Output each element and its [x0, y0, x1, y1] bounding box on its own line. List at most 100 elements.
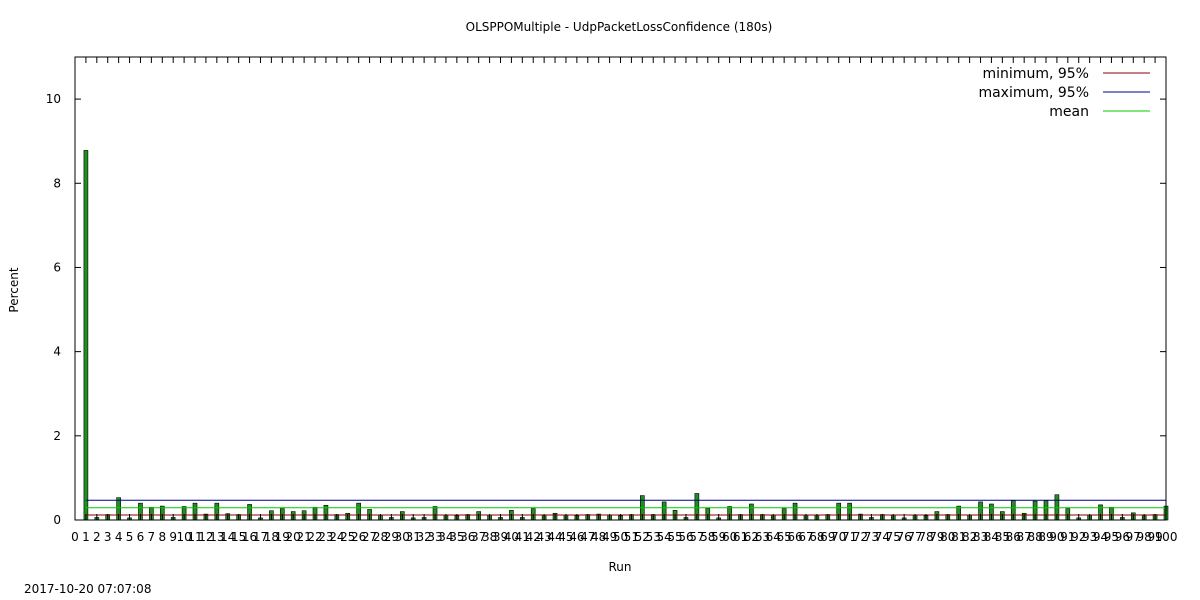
x-tick-label: 3 [104, 530, 112, 544]
x-tick-label: 70 [831, 530, 846, 544]
x-tick-label: 8 [158, 530, 166, 544]
x-tick-label: 95 [1104, 530, 1119, 544]
y-tick-label: 2 [53, 429, 61, 443]
x-tick-label: 82 [962, 530, 977, 544]
x-tick-label: 68 [809, 530, 824, 544]
x-tick-label: 99 [1147, 530, 1162, 544]
x-tick-label: 34 [438, 530, 453, 544]
x-tick-label: 52 [635, 530, 650, 544]
legend-label-1: minimum, 95% [983, 66, 1089, 82]
x-tick-label: 88 [1027, 530, 1042, 544]
y-axis-label: Percent [7, 267, 21, 312]
x-tick-label: 74 [875, 530, 890, 544]
x-tick-label: 94 [1093, 530, 1108, 544]
x-tick-label: 67 [798, 530, 813, 544]
x-tick-label: 41 [515, 530, 530, 544]
x-tick-label: 90 [1049, 530, 1064, 544]
x-tick-label: 100 [1155, 530, 1178, 544]
x-tick-label: 72 [853, 530, 868, 544]
x-tick-label: 76 [897, 530, 912, 544]
x-tick-label: 44 [547, 530, 562, 544]
x-tick-label: 46 [569, 530, 584, 544]
bars-layer [83, 150, 1169, 521]
x-tick-label: 80 [940, 530, 955, 544]
x-tick-label: 21 [296, 530, 311, 544]
x-tick-label: 20 [286, 530, 301, 544]
x-tick-label: 36 [460, 530, 475, 544]
x-tick-label: 25 [340, 530, 355, 544]
y-tick-label: 8 [53, 176, 61, 190]
x-tick-label: 49 [602, 530, 617, 544]
x-tick-label: 92 [1071, 530, 1086, 544]
x-tick-label: 32 [416, 530, 431, 544]
x-tick-label: 1 [82, 530, 90, 544]
reference-lines-layer [85, 499, 1166, 516]
x-tick-label: 10 [176, 530, 191, 544]
x-tick-label: 75 [886, 530, 901, 544]
x-tick-label: 63 [755, 530, 770, 544]
x-tick-label: 30 [395, 530, 410, 544]
x-tick-label: 9 [169, 530, 177, 544]
x-tick-label: 19 [275, 530, 290, 544]
x-tick-label: 65 [777, 530, 792, 544]
x-tick-label: 98 [1137, 530, 1152, 544]
x-tick-label: 4 [115, 530, 123, 544]
x-axis-label: Run [608, 560, 631, 574]
y-tick-label: 6 [53, 260, 61, 274]
x-tick-label: 17 [253, 530, 268, 544]
x-tick-label: 87 [1017, 530, 1032, 544]
x-tick-label: 69 [820, 530, 835, 544]
x-tick-label: 11 [187, 530, 202, 544]
legend-label-3: mean [1049, 104, 1089, 120]
x-tick-label: 6 [137, 530, 145, 544]
x-tick-label: 61 [733, 530, 748, 544]
x-tick-label: 24 [329, 530, 344, 544]
x-tick-label: 50 [613, 530, 628, 544]
x-tick-label: 40 [504, 530, 519, 544]
x-tick-label: 85 [995, 530, 1010, 544]
x-tick-label: 23 [318, 530, 333, 544]
x-tick-label: 29 [384, 530, 399, 544]
x-tick-label: 66 [787, 530, 802, 544]
x-tick-label: 38 [482, 530, 497, 544]
x-tick-label: 83 [973, 530, 988, 544]
x-tick-label: 55 [667, 530, 682, 544]
x-tick-label: 14 [220, 530, 235, 544]
plot-frame [74, 56, 1167, 521]
x-tick-label: 2 [93, 530, 101, 544]
x-tick-label: 45 [558, 530, 573, 544]
x-tick-label: 84 [984, 530, 999, 544]
x-tick-label: 57 [689, 530, 704, 544]
x-tick-label: 81 [951, 530, 966, 544]
bar-run-1 [83, 150, 89, 521]
x-tick-label: 13 [209, 530, 224, 544]
x-tick-label: 33 [427, 530, 442, 544]
x-tick-label: 54 [656, 530, 671, 544]
y-tick-label: 10 [46, 92, 61, 106]
x-tick-label: 5 [126, 530, 134, 544]
x-tick-label: 73 [864, 530, 879, 544]
x-tick-label: 59 [711, 530, 726, 544]
x-tick-label: 97 [1126, 530, 1141, 544]
x-tick-label: 64 [766, 530, 781, 544]
x-tick-label: 78 [918, 530, 933, 544]
y-tick-label: 4 [53, 345, 61, 359]
x-tick-label: 26 [351, 530, 366, 544]
chart-title: OLSPPOMultiple - UdpPacketLossConfidence… [466, 20, 773, 34]
x-tick-label: 47 [580, 530, 595, 544]
x-tick-label: 15 [231, 530, 246, 544]
x-ticks: 0 1 2 3 4 5 6 7 8 9 101112131415161718192021222324… [71, 57, 1177, 544]
x-tick-label: 60 [722, 530, 737, 544]
x-tick-label: 12 [198, 530, 213, 544]
x-tick-label: 48 [591, 530, 606, 544]
x-tick-label: 28 [373, 530, 388, 544]
x-tick-label: 42 [526, 530, 541, 544]
x-tick-label: 91 [1060, 530, 1075, 544]
x-tick-label: 77 [907, 530, 922, 544]
legend: minimum, 95% maximum, 95% mean [978, 66, 1150, 120]
x-tick-label: 93 [1082, 530, 1097, 544]
x-tick-label: 0 [71, 530, 79, 544]
x-tick-label: 71 [842, 530, 857, 544]
x-tick-label: 18 [264, 530, 279, 544]
